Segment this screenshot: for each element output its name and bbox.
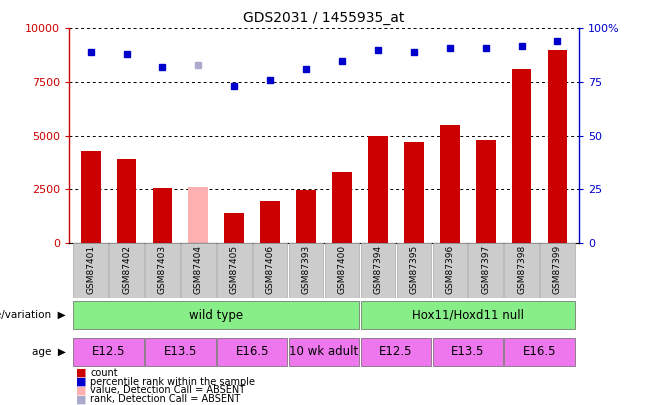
Bar — [217, 338, 288, 366]
Text: rank, Detection Call = ABSENT: rank, Detection Call = ABSENT — [90, 394, 240, 404]
Text: GSM87395: GSM87395 — [409, 245, 418, 294]
Bar — [224, 213, 244, 243]
Bar — [361, 243, 395, 298]
Text: E13.5: E13.5 — [164, 345, 197, 358]
Text: GSM87405: GSM87405 — [230, 245, 239, 294]
Text: value, Detection Call = ABSENT: value, Detection Call = ABSENT — [90, 386, 245, 395]
Bar — [368, 136, 388, 243]
Text: GSM87400: GSM87400 — [338, 245, 347, 294]
Bar — [332, 172, 352, 243]
Text: GSM87398: GSM87398 — [517, 245, 526, 294]
Bar — [74, 338, 144, 366]
Bar — [289, 338, 359, 366]
Bar — [296, 190, 316, 243]
Bar — [504, 243, 539, 298]
Text: GSM87397: GSM87397 — [481, 245, 490, 294]
Bar — [188, 187, 208, 243]
Text: GSM87393: GSM87393 — [301, 245, 311, 294]
Bar — [468, 243, 503, 298]
Bar — [432, 243, 467, 298]
Bar — [74, 301, 359, 330]
Text: GSM87403: GSM87403 — [158, 245, 167, 294]
Bar — [153, 188, 172, 243]
Bar — [325, 243, 359, 298]
Bar — [504, 338, 574, 366]
Text: percentile rank within the sample: percentile rank within the sample — [90, 377, 255, 386]
Bar — [109, 243, 144, 298]
Text: E12.5: E12.5 — [379, 345, 413, 358]
Bar — [476, 140, 495, 243]
Text: GSM87399: GSM87399 — [553, 245, 562, 294]
Text: ■: ■ — [76, 386, 86, 395]
Bar — [145, 243, 180, 298]
Bar — [145, 338, 216, 366]
Title: GDS2031 / 1455935_at: GDS2031 / 1455935_at — [243, 11, 405, 25]
Text: E16.5: E16.5 — [236, 345, 269, 358]
Text: GSM87404: GSM87404 — [194, 245, 203, 294]
Text: age  ▶: age ▶ — [32, 347, 66, 357]
Text: ■: ■ — [76, 368, 86, 377]
Text: GSM87406: GSM87406 — [266, 245, 274, 294]
Text: GSM87401: GSM87401 — [86, 245, 95, 294]
Text: E12.5: E12.5 — [92, 345, 125, 358]
Text: GSM87402: GSM87402 — [122, 245, 131, 294]
Bar — [432, 338, 503, 366]
Bar — [181, 243, 216, 298]
Text: GSM87394: GSM87394 — [374, 245, 382, 294]
Text: ■: ■ — [76, 394, 86, 404]
Bar — [261, 201, 280, 243]
Text: wild type: wild type — [190, 309, 243, 322]
Bar — [397, 243, 431, 298]
Bar — [289, 243, 323, 298]
Bar — [512, 69, 532, 243]
Text: Hox11/Hoxd11 null: Hox11/Hoxd11 null — [412, 309, 524, 322]
Text: E16.5: E16.5 — [523, 345, 556, 358]
Bar — [74, 243, 108, 298]
Bar — [440, 125, 460, 243]
Bar — [253, 243, 288, 298]
Bar — [540, 243, 574, 298]
Text: count: count — [90, 368, 118, 377]
Bar — [81, 151, 101, 243]
Bar — [361, 338, 431, 366]
Text: genotype/variation  ▶: genotype/variation ▶ — [0, 311, 66, 320]
Bar — [217, 243, 251, 298]
Text: 10 wk adult: 10 wk adult — [290, 345, 359, 358]
Bar — [547, 50, 567, 243]
Bar — [404, 142, 424, 243]
Text: E13.5: E13.5 — [451, 345, 484, 358]
Bar — [116, 159, 136, 243]
Text: ■: ■ — [76, 377, 86, 386]
Bar — [361, 301, 574, 330]
Text: GSM87396: GSM87396 — [445, 245, 454, 294]
